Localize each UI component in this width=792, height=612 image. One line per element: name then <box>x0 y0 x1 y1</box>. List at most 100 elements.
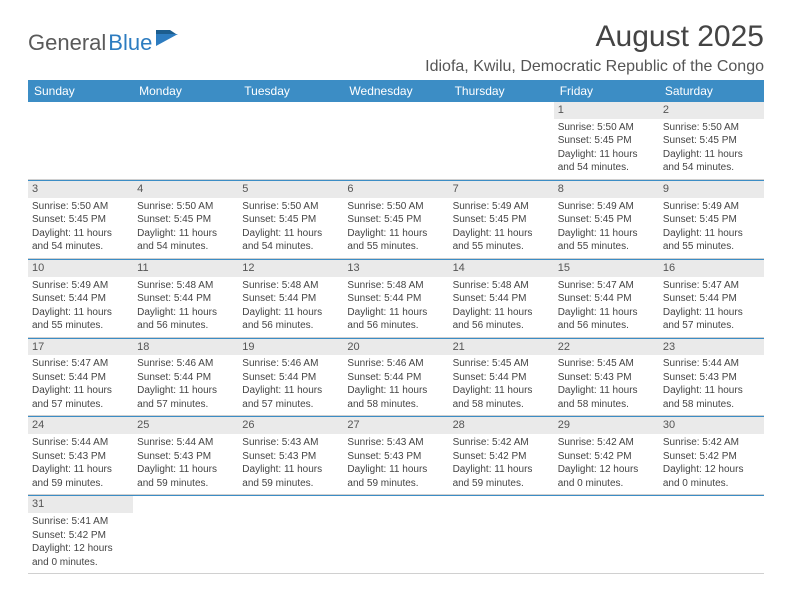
daylight-line: Daylight: 11 hours and 54 minutes. <box>558 148 655 175</box>
daylight-line: Daylight: 11 hours and 54 minutes. <box>663 148 760 175</box>
day-number: 10 <box>28 260 133 277</box>
day-cell: 28Sunrise: 5:42 AMSunset: 5:42 PMDayligh… <box>449 417 554 495</box>
day-cell: 9Sunrise: 5:49 AMSunset: 5:45 PMDaylight… <box>659 181 764 259</box>
day-cell: 3Sunrise: 5:50 AMSunset: 5:45 PMDaylight… <box>28 181 133 259</box>
day-cell: 11Sunrise: 5:48 AMSunset: 5:44 PMDayligh… <box>133 260 238 338</box>
sunrise-line: Sunrise: 5:48 AM <box>137 279 234 293</box>
day-cell: 10Sunrise: 5:49 AMSunset: 5:44 PMDayligh… <box>28 260 133 338</box>
week-row: 24Sunrise: 5:44 AMSunset: 5:43 PMDayligh… <box>28 417 764 496</box>
day-number: 6 <box>343 181 448 198</box>
daylight-line: Daylight: 12 hours and 0 minutes. <box>558 463 655 490</box>
day-cell: . <box>343 102 448 180</box>
logo-text-blue: Blue <box>108 30 152 56</box>
day-number: 22 <box>554 339 659 356</box>
day-cell: 17Sunrise: 5:47 AMSunset: 5:44 PMDayligh… <box>28 339 133 417</box>
daylight-line: Daylight: 11 hours and 57 minutes. <box>32 384 129 411</box>
weekday-label: Sunday <box>28 80 133 102</box>
weekday-label: Friday <box>554 80 659 102</box>
sunset-line: Sunset: 5:42 PM <box>453 450 550 464</box>
day-cell: 23Sunrise: 5:44 AMSunset: 5:43 PMDayligh… <box>659 339 764 417</box>
daylight-line: Daylight: 11 hours and 55 minutes. <box>453 227 550 254</box>
day-cell: 25Sunrise: 5:44 AMSunset: 5:43 PMDayligh… <box>133 417 238 495</box>
daylight-line: Daylight: 12 hours and 0 minutes. <box>32 542 129 569</box>
sunrise-line: Sunrise: 5:49 AM <box>663 200 760 214</box>
day-cell: 29Sunrise: 5:42 AMSunset: 5:42 PMDayligh… <box>554 417 659 495</box>
sunset-line: Sunset: 5:45 PM <box>663 213 760 227</box>
sunrise-line: Sunrise: 5:50 AM <box>242 200 339 214</box>
logo: GeneralBlue <box>28 26 180 60</box>
weekday-label: Saturday <box>659 80 764 102</box>
day-cell: 21Sunrise: 5:45 AMSunset: 5:44 PMDayligh… <box>449 339 554 417</box>
day-number: 1 <box>554 102 659 119</box>
day-cell: 13Sunrise: 5:48 AMSunset: 5:44 PMDayligh… <box>343 260 448 338</box>
sunset-line: Sunset: 5:43 PM <box>663 371 760 385</box>
week-row: 3Sunrise: 5:50 AMSunset: 5:45 PMDaylight… <box>28 181 764 260</box>
day-number: 7 <box>449 181 554 198</box>
daylight-line: Daylight: 11 hours and 59 minutes. <box>242 463 339 490</box>
sunrise-line: Sunrise: 5:45 AM <box>558 357 655 371</box>
sunset-line: Sunset: 5:44 PM <box>242 292 339 306</box>
day-cell: 20Sunrise: 5:46 AMSunset: 5:44 PMDayligh… <box>343 339 448 417</box>
sunset-line: Sunset: 5:43 PM <box>137 450 234 464</box>
daylight-line: Daylight: 11 hours and 54 minutes. <box>242 227 339 254</box>
day-number: 4 <box>133 181 238 198</box>
sunrise-line: Sunrise: 5:42 AM <box>663 436 760 450</box>
sunrise-line: Sunrise: 5:44 AM <box>137 436 234 450</box>
day-number: 9 <box>659 181 764 198</box>
sunrise-line: Sunrise: 5:49 AM <box>453 200 550 214</box>
weekday-label: Monday <box>133 80 238 102</box>
daylight-line: Daylight: 11 hours and 54 minutes. <box>137 227 234 254</box>
sunrise-line: Sunrise: 5:49 AM <box>32 279 129 293</box>
day-number: 30 <box>659 417 764 434</box>
sunrise-line: Sunrise: 5:48 AM <box>347 279 444 293</box>
sunrise-line: Sunrise: 5:48 AM <box>453 279 550 293</box>
sunset-line: Sunset: 5:43 PM <box>242 450 339 464</box>
sunrise-line: Sunrise: 5:46 AM <box>347 357 444 371</box>
daylight-line: Daylight: 11 hours and 58 minutes. <box>558 384 655 411</box>
daylight-line: Daylight: 11 hours and 58 minutes. <box>347 384 444 411</box>
day-cell: 7Sunrise: 5:49 AMSunset: 5:45 PMDaylight… <box>449 181 554 259</box>
sunrise-line: Sunrise: 5:46 AM <box>242 357 339 371</box>
day-cell: 30Sunrise: 5:42 AMSunset: 5:42 PMDayligh… <box>659 417 764 495</box>
sunset-line: Sunset: 5:43 PM <box>32 450 129 464</box>
title-block: August 2025 Idiofa, Kwilu, Democratic Re… <box>425 20 764 76</box>
sunrise-line: Sunrise: 5:49 AM <box>558 200 655 214</box>
day-cell: . <box>133 102 238 180</box>
daylight-line: Daylight: 11 hours and 56 minutes. <box>137 306 234 333</box>
weekday-label: Tuesday <box>238 80 343 102</box>
week-row: 10Sunrise: 5:49 AMSunset: 5:44 PMDayligh… <box>28 260 764 339</box>
day-cell: 27Sunrise: 5:43 AMSunset: 5:43 PMDayligh… <box>343 417 448 495</box>
sunset-line: Sunset: 5:45 PM <box>558 213 655 227</box>
day-number: 23 <box>659 339 764 356</box>
day-cell: . <box>449 102 554 180</box>
daylight-line: Daylight: 11 hours and 56 minutes. <box>453 306 550 333</box>
day-cell: 15Sunrise: 5:47 AMSunset: 5:44 PMDayligh… <box>554 260 659 338</box>
daylight-line: Daylight: 11 hours and 56 minutes. <box>242 306 339 333</box>
day-cell: 5Sunrise: 5:50 AMSunset: 5:45 PMDaylight… <box>238 181 343 259</box>
day-cell: 31Sunrise: 5:41 AMSunset: 5:42 PMDayligh… <box>28 496 133 574</box>
day-number: 18 <box>133 339 238 356</box>
sunrise-line: Sunrise: 5:50 AM <box>663 121 760 135</box>
sunrise-line: Sunrise: 5:41 AM <box>32 515 129 529</box>
day-cell: 2Sunrise: 5:50 AMSunset: 5:45 PMDaylight… <box>659 102 764 180</box>
sunset-line: Sunset: 5:45 PM <box>663 134 760 148</box>
sunset-line: Sunset: 5:45 PM <box>242 213 339 227</box>
day-number: 12 <box>238 260 343 277</box>
day-number: 29 <box>554 417 659 434</box>
day-number: 21 <box>449 339 554 356</box>
day-cell: 8Sunrise: 5:49 AMSunset: 5:45 PMDaylight… <box>554 181 659 259</box>
sunrise-line: Sunrise: 5:48 AM <box>242 279 339 293</box>
weekday-label: Wednesday <box>343 80 448 102</box>
day-cell: 18Sunrise: 5:46 AMSunset: 5:44 PMDayligh… <box>133 339 238 417</box>
day-cell: 22Sunrise: 5:45 AMSunset: 5:43 PMDayligh… <box>554 339 659 417</box>
daylight-line: Daylight: 11 hours and 55 minutes. <box>32 306 129 333</box>
daylight-line: Daylight: 11 hours and 56 minutes. <box>347 306 444 333</box>
sunset-line: Sunset: 5:45 PM <box>558 134 655 148</box>
logo-text-general: General <box>28 30 106 56</box>
day-cell: . <box>343 496 448 574</box>
day-cell: 14Sunrise: 5:48 AMSunset: 5:44 PMDayligh… <box>449 260 554 338</box>
sunset-line: Sunset: 5:44 PM <box>242 371 339 385</box>
daylight-line: Daylight: 11 hours and 58 minutes. <box>663 384 760 411</box>
day-number: 11 <box>133 260 238 277</box>
daylight-line: Daylight: 11 hours and 59 minutes. <box>453 463 550 490</box>
